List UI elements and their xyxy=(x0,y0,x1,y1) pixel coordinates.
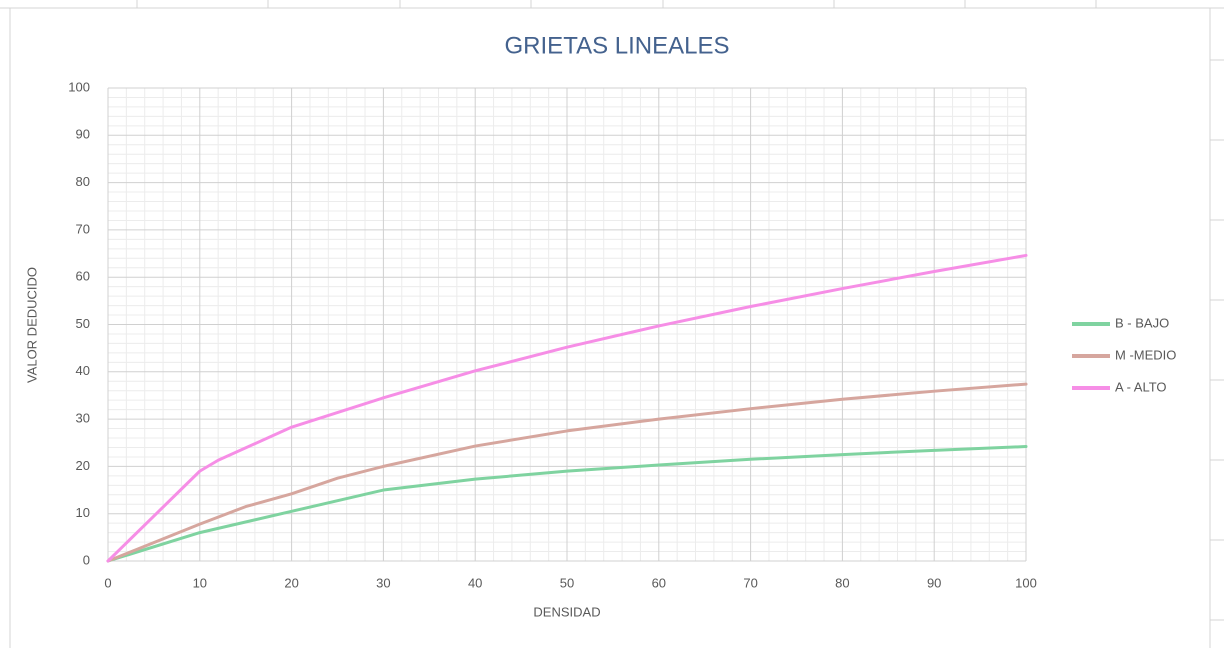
x-tick-label: 10 xyxy=(193,575,207,590)
y-tick-label: 10 xyxy=(76,505,90,520)
x-tick-label: 20 xyxy=(284,575,298,590)
y-tick-label: 0 xyxy=(83,552,90,567)
x-tick-label: 90 xyxy=(927,575,941,590)
y-tick-label: 90 xyxy=(76,127,90,142)
x-tick-label: 60 xyxy=(652,575,666,590)
legend-label: A - ALTO xyxy=(1115,379,1167,394)
x-tick-label: 40 xyxy=(468,575,482,590)
chart-title: GRIETAS LINEALES xyxy=(505,32,730,59)
series-line xyxy=(106,382,1028,563)
x-tick-label: 0 xyxy=(104,575,111,590)
x-tick-label: 50 xyxy=(560,575,574,590)
y-tick-label: 30 xyxy=(76,411,90,426)
series-line xyxy=(106,253,1028,563)
y-tick-label: 80 xyxy=(76,174,90,189)
x-tick-label: 30 xyxy=(376,575,390,590)
x-tick-label: 80 xyxy=(835,575,849,590)
y-tick-label: 50 xyxy=(76,316,90,331)
y-tick-label: 70 xyxy=(76,221,90,236)
x-axis-label: DENSIDAD xyxy=(533,604,600,619)
y-axis-label: VALOR DEDUCIDO xyxy=(24,267,39,383)
y-tick-label: 60 xyxy=(76,269,90,284)
y-tick-label: 100 xyxy=(68,79,90,94)
y-tick-label: 20 xyxy=(76,458,90,473)
x-tick-label: 70 xyxy=(743,575,757,590)
legend-label: B - BAJO xyxy=(1115,315,1169,330)
x-tick-label: 100 xyxy=(1015,575,1037,590)
legend-label: M -MEDIO xyxy=(1115,347,1176,362)
series-line xyxy=(106,445,1028,563)
y-tick-label: 40 xyxy=(76,363,90,378)
